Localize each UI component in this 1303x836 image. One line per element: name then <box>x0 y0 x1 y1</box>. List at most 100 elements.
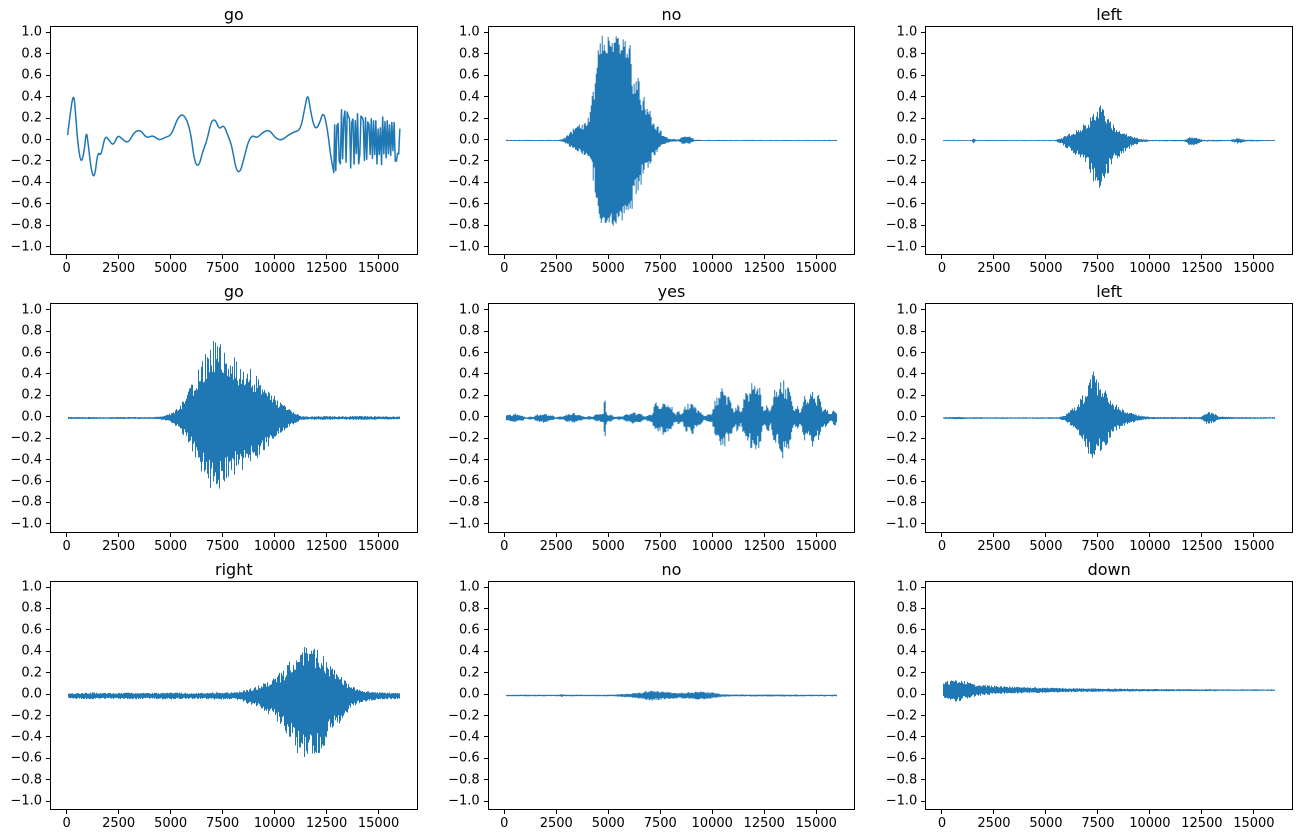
axis-spacer <box>879 255 925 279</box>
x-tick-label: 12500 <box>743 538 785 554</box>
x-tick-mark <box>1253 810 1255 814</box>
x-tick-label: 5000 <box>591 261 625 277</box>
y-tick-label: −0.8 <box>885 772 918 788</box>
x-tick-mark <box>170 255 172 260</box>
x-tick-mark <box>503 255 505 260</box>
x-tick-label: 15000 <box>795 261 837 277</box>
x-axis: 0 2500 5000 7500 10000 12500 15000 <box>50 532 418 557</box>
y-tick-mark <box>46 352 50 354</box>
x-tick-label: 0 <box>62 261 71 277</box>
x-tick-mark <box>274 255 276 260</box>
y-tick-label: −0.2 <box>10 430 42 446</box>
x-tick-mark <box>118 255 120 260</box>
x-tick-label: 10000 <box>1129 816 1171 831</box>
x-tick-mark <box>607 255 609 260</box>
axis-spacer <box>442 533 488 557</box>
y-tick-label: 0.4 <box>896 366 918 382</box>
x-tick-mark <box>763 532 765 537</box>
subplot-title: no <box>661 5 682 24</box>
x-axis: 0 2500 5000 7500 10000 12500 15000 <box>50 810 418 834</box>
x-tick-label: 10000 <box>691 538 733 554</box>
y-tick-label: 0.2 <box>896 110 918 126</box>
x-tick-label: 2500 <box>977 816 1011 831</box>
x-tick-mark <box>993 532 995 537</box>
y-axis: 1.0 0.8 0.6 0.4 0.2 0.0 −0.2 −0.4 −0.6 −0.8 −1.0 <box>4 580 50 810</box>
subplot-no-2: no 1.0 0.8 0.6 0.4 0.2 0.0 −0.2 −0.4 −0.6 −0.8 −1.… <box>442 559 856 834</box>
x-tick-label: 15000 <box>1233 261 1275 277</box>
y-tick-mark <box>46 800 50 802</box>
x-tick-mark <box>326 532 328 537</box>
subplot-left-2: left 1.0 0.8 0.6 0.4 0.2 0.0 −0.2 −0.4 −0.6 −0.8 −… <box>879 281 1293 556</box>
y-tick-mark <box>483 160 488 162</box>
y-tick-label: −0.4 <box>10 452 42 468</box>
x-tick-label: 7500 <box>1081 261 1115 277</box>
y-tick-mark <box>483 736 488 738</box>
plot-area <box>925 303 1293 533</box>
y-tick-mark <box>46 607 50 609</box>
x-tick-label: 15000 <box>357 261 400 277</box>
y-tick-mark <box>46 779 50 781</box>
x-tick-label: 5000 <box>1029 816 1063 831</box>
y-tick-mark <box>921 779 926 781</box>
y-tick-mark <box>483 586 488 588</box>
y-tick-mark <box>483 459 488 461</box>
x-tick-mark <box>941 255 943 260</box>
y-tick-label: −0.8 <box>448 772 480 788</box>
x-tick-mark <box>763 255 765 260</box>
y-tick-mark <box>921 672 926 674</box>
y-tick-label: −1.0 <box>10 516 42 532</box>
y-tick-label: 0.0 <box>458 132 480 147</box>
y-tick-label: −1.0 <box>885 793 918 809</box>
x-tick-label: 15000 <box>357 816 400 831</box>
y-axis: 1.0 0.8 0.6 0.4 0.2 0.0 −0.2 −0.4 −0.6 −0.8 −1.0 <box>442 25 488 255</box>
x-tick-mark <box>993 255 995 260</box>
y-tick-mark <box>483 523 488 525</box>
x-tick-mark <box>1201 810 1203 814</box>
y-tick-mark <box>483 31 488 33</box>
y-tick-mark <box>483 309 488 311</box>
y-tick-label: 0.0 <box>21 132 42 147</box>
y-tick-label: 0.8 <box>21 46 42 62</box>
y-tick-mark <box>921 437 926 439</box>
y-tick-mark <box>921 96 926 98</box>
y-tick-label: 0.0 <box>458 409 480 425</box>
y-axis: 1.0 0.8 0.6 0.4 0.2 0.0 −0.2 −0.4 −0.6 −0.8 −1.0 <box>879 25 926 255</box>
x-axis: 0 2500 5000 7500 10000 12500 15000 <box>488 532 856 557</box>
x-tick-mark <box>607 532 609 537</box>
x-tick-mark <box>1149 810 1151 814</box>
y-tick-mark <box>921 607 926 609</box>
y-tick-label: −0.4 <box>448 452 480 468</box>
y-tick-label: 0.4 <box>458 89 480 105</box>
y-tick-mark <box>46 437 50 439</box>
y-tick-mark <box>921 416 926 418</box>
y-tick-label: 0.8 <box>458 323 480 339</box>
y-tick-mark <box>46 394 50 396</box>
subplot-right: right 1.0 0.8 0.6 0.4 0.2 0.0 −0.2 −0.4 −0.6 −0.8… <box>4 559 418 834</box>
y-tick-label: 0.0 <box>21 686 42 702</box>
axis-spacer <box>4 255 50 279</box>
y-tick-mark <box>46 672 50 674</box>
x-tick-label: 10000 <box>253 261 296 277</box>
y-tick-label: −0.6 <box>10 473 42 489</box>
x-tick-label: 12500 <box>1181 538 1223 554</box>
y-tick-label: −0.2 <box>448 708 480 724</box>
subplot-title: yes <box>657 282 686 302</box>
y-tick-label: 0.6 <box>458 67 480 83</box>
y-tick-mark <box>483 74 488 76</box>
x-tick-label: 12500 <box>743 816 785 831</box>
y-tick-mark <box>46 757 50 759</box>
y-tick-label: 0.6 <box>896 622 918 638</box>
y-tick-label: 0.4 <box>896 89 918 105</box>
y-tick-label: −0.6 <box>448 750 480 766</box>
x-tick-label: 2500 <box>977 261 1011 277</box>
y-tick-mark <box>46 650 50 652</box>
y-tick-mark <box>46 523 50 525</box>
y-tick-mark <box>921 181 926 183</box>
y-tick-mark <box>483 181 488 183</box>
y-tick-label: 0.2 <box>21 665 42 681</box>
x-tick-mark <box>659 810 661 814</box>
x-tick-mark <box>1201 255 1203 260</box>
axis-spacer <box>879 810 925 834</box>
x-tick-mark <box>1253 532 1255 537</box>
y-tick-label: 0.6 <box>21 622 42 638</box>
